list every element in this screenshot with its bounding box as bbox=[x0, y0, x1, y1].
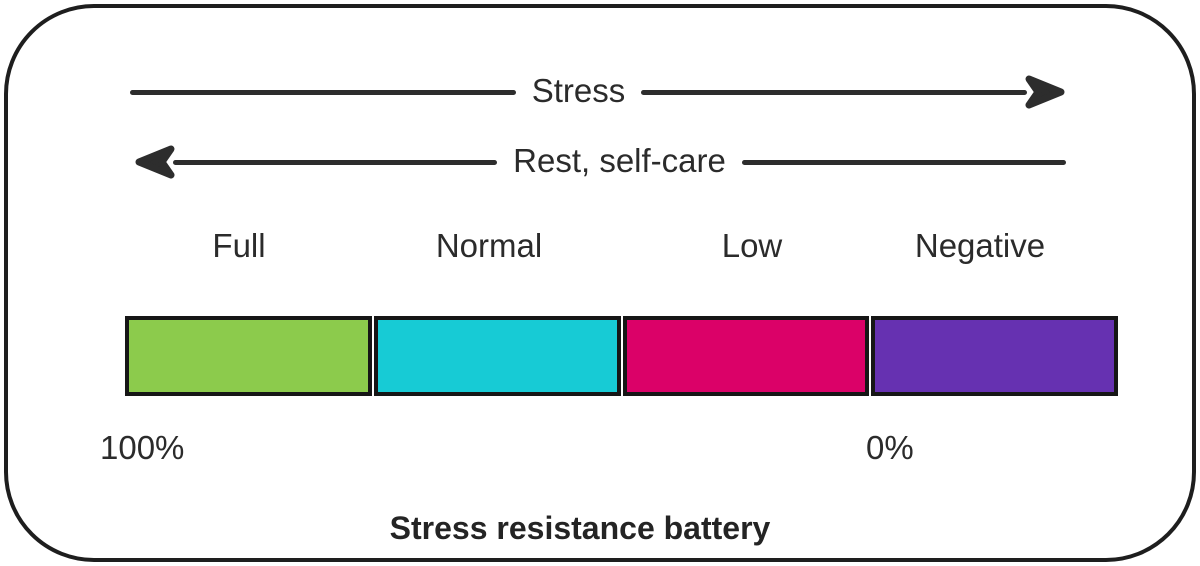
scale-100-label: 100% bbox=[100, 429, 185, 466]
arrow-left-icon bbox=[135, 145, 175, 179]
rounded-frame: Stress Rest, self-care Full Normal Low N… bbox=[4, 4, 1196, 562]
segment-label-low: Low bbox=[721, 227, 783, 264]
battery-segment-full bbox=[125, 316, 372, 396]
scale-0-label: 0% bbox=[866, 429, 914, 466]
battery-bar bbox=[125, 316, 1118, 396]
rest-arrow-label: Rest, self-care bbox=[513, 141, 726, 179]
arrow-right-icon bbox=[1025, 75, 1065, 109]
stress-arrow-line-left bbox=[130, 89, 516, 95]
rest-arrow: Rest, self-care bbox=[134, 141, 1067, 182]
segment-label-negative: Negative bbox=[914, 227, 1046, 264]
segment-label-normal: Normal bbox=[435, 227, 543, 264]
stress-arrow-line-right bbox=[641, 89, 1027, 95]
battery-segment-low bbox=[622, 316, 870, 396]
diagram-title: Stress resistance battery bbox=[389, 510, 771, 546]
rest-arrow-line-right bbox=[741, 159, 1067, 165]
battery-segment-negative bbox=[871, 316, 1118, 396]
rest-arrow-line-left bbox=[173, 159, 498, 165]
stress-arrow: Stress bbox=[130, 72, 1066, 112]
battery-segment-normal bbox=[373, 316, 621, 396]
stress-arrow-label: Stress bbox=[531, 71, 626, 109]
segment-label-full: Full bbox=[212, 227, 266, 264]
